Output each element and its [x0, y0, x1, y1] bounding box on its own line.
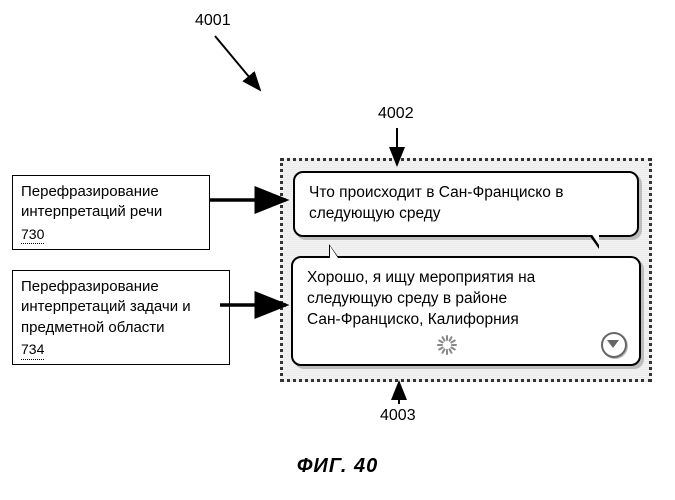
arrows-layer	[0, 0, 675, 500]
